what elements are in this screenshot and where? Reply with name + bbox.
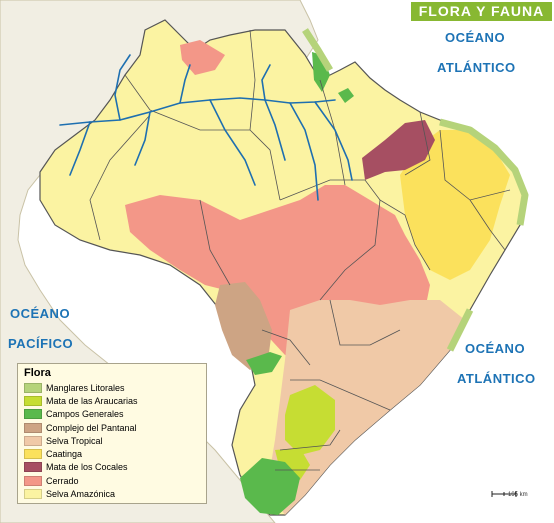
region-manglares bbox=[302, 28, 529, 352]
scale-bar bbox=[491, 491, 517, 497]
region-campos-north bbox=[312, 52, 330, 92]
legend-swatch bbox=[24, 409, 42, 420]
map-title: FLORA Y FAUNA bbox=[411, 2, 552, 21]
legend-label: Mata de las Araucarias bbox=[46, 395, 138, 406]
legend-swatch bbox=[24, 449, 42, 460]
legend-swatch bbox=[24, 382, 42, 393]
region-campos-marajo bbox=[338, 88, 354, 103]
legend-swatch bbox=[24, 395, 42, 406]
legend-item-selva-amazonica: Selva Amazónica bbox=[24, 487, 138, 500]
region-campos-pantanal bbox=[246, 352, 282, 375]
legend-item-selva-tropical: Selva Tropical bbox=[24, 434, 138, 447]
region-cocales bbox=[362, 120, 435, 180]
legend-label: Cerrado bbox=[46, 475, 79, 486]
ocean-label-pacific-2: PACÍFICO bbox=[8, 336, 74, 351]
region-caatinga bbox=[400, 130, 510, 280]
legend-label: Selva Amazónica bbox=[46, 489, 116, 500]
legend-label: Selva Tropical bbox=[46, 435, 103, 446]
state-borders bbox=[89, 29, 511, 471]
region-pantanal bbox=[215, 282, 272, 370]
legend-item-pantanal: Complejo del Pantanal bbox=[24, 421, 138, 434]
ocean-label-atlantic-north-1: OCÉANO bbox=[445, 30, 506, 45]
region-araucarias bbox=[285, 385, 335, 455]
legend-swatch bbox=[24, 462, 42, 473]
legend-list: Manglares Litorales Mata de las Araucari… bbox=[24, 381, 138, 501]
ocean-label-pacific-1: OCÉANO bbox=[10, 306, 71, 321]
legend-label: Manglares Litorales bbox=[46, 382, 125, 393]
ocean-label-atlantic-south-1: OCÉANO bbox=[465, 341, 526, 356]
rivers bbox=[59, 54, 353, 201]
legend-item-cocales: Mata de los Cocales bbox=[24, 461, 138, 474]
legend-swatch bbox=[24, 435, 42, 446]
region-campos-south bbox=[240, 458, 300, 515]
legend-item-cerrado: Cerrado bbox=[24, 474, 138, 487]
legend-swatch bbox=[24, 489, 42, 500]
region-cerrado-roraima bbox=[180, 40, 225, 75]
ocean-label-atlantic-north-2: ATLÁNTICO bbox=[437, 60, 516, 75]
legend-item-campos: Campos Generales bbox=[24, 408, 138, 421]
legend-label: Complejo del Pantanal bbox=[46, 422, 137, 433]
ocean-label-atlantic-south-2: ATLÁNTICO bbox=[457, 371, 536, 386]
scale-label: 195 km bbox=[508, 492, 528, 498]
legend-item-caatinga: Caatinga bbox=[24, 447, 138, 460]
legend-item-araucarias: Mata de las Araucarias bbox=[24, 394, 138, 407]
region-selva-tropical bbox=[270, 300, 465, 515]
legend-label: Campos Generales bbox=[46, 409, 124, 420]
legend-item-manglares: Manglares Litorales bbox=[24, 381, 138, 394]
legend-swatch bbox=[24, 422, 42, 433]
legend-swatch bbox=[24, 475, 42, 486]
legend-label: Caatinga bbox=[46, 449, 83, 460]
legend-title: Flora bbox=[24, 367, 51, 379]
map-legend: Flora Manglares Litorales Mata de las Ar… bbox=[17, 363, 207, 504]
legend-label: Mata de los Cocales bbox=[46, 462, 128, 473]
